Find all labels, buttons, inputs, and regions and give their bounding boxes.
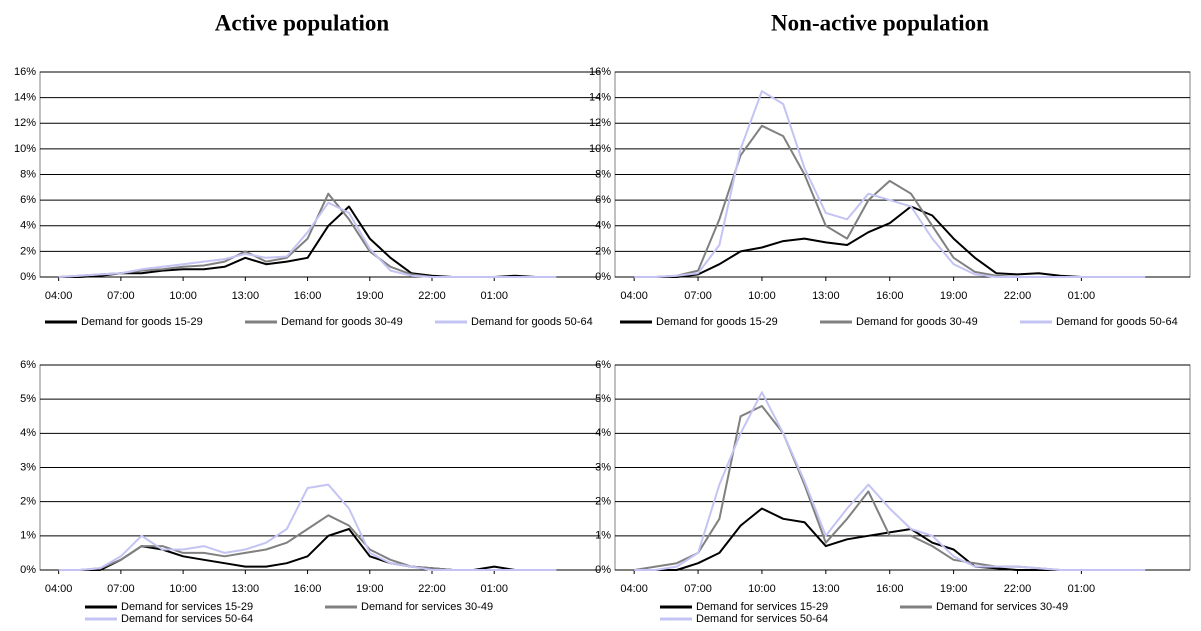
x-tick-label: 22:00 [418,290,446,302]
y-tick-label: 4% [20,220,36,232]
x-tick-label: 10:00 [748,583,776,595]
x-tick-label: 16:00 [294,290,322,302]
y-tick-label: 1% [595,530,611,542]
y-tick-label: 4% [20,427,36,439]
chart-title: Non-active population [771,10,989,35]
x-tick-label: 07:00 [684,290,712,302]
legend-label: Demand for goods 15-29 [81,316,203,328]
x-tick-label: 13:00 [812,583,840,595]
y-tick-label: 10% [14,143,36,155]
x-tick-label: 01:00 [1068,583,1096,595]
y-tick-label: 0% [595,271,611,283]
x-tick-label: 22:00 [1004,290,1032,302]
x-tick-label: 01:00 [480,290,508,302]
x-tick-label: 16:00 [294,583,322,595]
y-tick-label: 6% [20,194,36,206]
x-tick-label: 22:00 [418,583,446,595]
x-tick-label: 01:00 [1068,290,1096,302]
y-tick-label: 6% [20,359,36,371]
y-tick-label: 2% [595,245,611,257]
x-tick-label: 04:00 [45,583,73,595]
y-tick-label: 8% [595,168,611,180]
legend-label: Demand for goods 50-64 [471,316,593,328]
y-tick-label: 3% [595,461,611,473]
y-tick-label: 16% [589,66,611,78]
y-tick-label: 6% [595,194,611,206]
legend-label: Demand for services 50-64 [696,613,828,625]
y-tick-label: 6% [595,359,611,371]
y-tick-label: 14% [14,92,36,104]
x-tick-label: 04:00 [45,290,73,302]
chart-title: Active population [215,10,390,35]
y-tick-label: 5% [20,393,36,405]
x-tick-label: 04:00 [620,583,648,595]
x-tick-label: 04:00 [620,290,648,302]
x-tick-label: 13:00 [232,290,260,302]
y-tick-label: 8% [20,168,36,180]
x-tick-label: 10:00 [169,583,197,595]
legend-label: Demand for goods 15-29 [656,316,778,328]
y-tick-label: 4% [595,220,611,232]
series-line [634,391,1146,571]
y-tick-label: 0% [20,564,36,576]
y-tick-label: 2% [20,496,36,508]
legend-label: Demand for services 15-29 [696,601,828,613]
legend-label: Demand for goods 50-64 [1056,316,1178,328]
series-line [634,205,1146,278]
series-line [58,483,557,571]
x-tick-label: 16:00 [876,583,904,595]
y-tick-label: 2% [20,245,36,257]
y-tick-label: 10% [589,143,611,155]
x-tick-label: 19:00 [356,583,384,595]
y-tick-label: 3% [20,461,36,473]
x-tick-label: 07:00 [107,290,135,302]
y-tick-label: 4% [595,427,611,439]
x-tick-label: 07:00 [684,583,712,595]
x-tick-label: 13:00 [812,290,840,302]
series-line [58,201,557,278]
y-tick-label: 1% [20,530,36,542]
y-tick-label: 5% [595,393,611,405]
legend-label: Demand for goods 30-49 [281,316,403,328]
x-tick-label: 19:00 [356,290,384,302]
x-tick-label: 07:00 [107,583,135,595]
y-tick-label: 0% [20,271,36,283]
x-tick-label: 16:00 [876,290,904,302]
x-tick-label: 01:00 [480,583,508,595]
y-tick-label: 16% [14,66,36,78]
x-tick-label: 19:00 [940,290,968,302]
y-tick-label: 12% [589,117,611,129]
legend-label: Demand for services 15-29 [121,601,253,613]
legend-label: Demand for goods 30-49 [856,316,978,328]
x-tick-label: 19:00 [940,583,968,595]
series-line [634,90,1146,278]
legend-label: Demand for services 30-49 [361,601,493,613]
x-tick-label: 10:00 [748,290,776,302]
x-tick-label: 22:00 [1004,583,1032,595]
y-tick-label: 12% [14,117,36,129]
y-tick-label: 14% [589,92,611,104]
x-tick-label: 13:00 [232,583,260,595]
legend-label: Demand for services 30-49 [936,601,1068,613]
legend-label: Demand for services 50-64 [121,613,253,625]
y-tick-label: 2% [595,496,611,508]
x-tick-label: 10:00 [169,290,197,302]
y-tick-label: 0% [595,564,611,576]
